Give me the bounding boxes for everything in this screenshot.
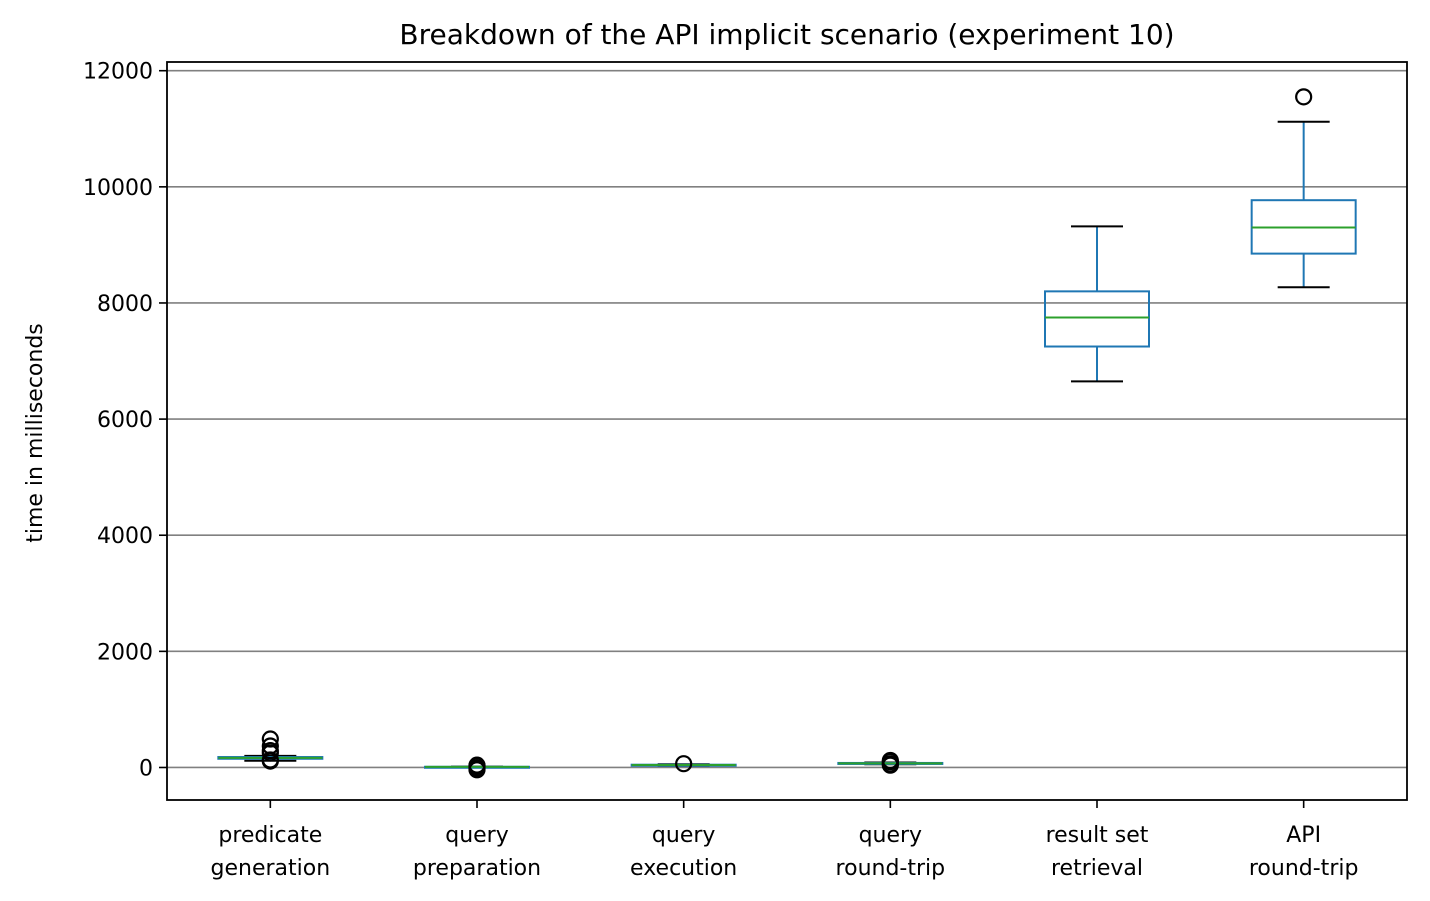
y-tick-label: 8000 <box>97 292 153 317</box>
x-tick-label: query <box>652 823 716 848</box>
box-iqr <box>1044 290 1150 348</box>
y-tick-label: 4000 <box>97 524 153 549</box>
outlier-point <box>261 730 279 748</box>
y-tick-label: 10000 <box>83 176 153 201</box>
plot-frame <box>166 61 1408 801</box>
x-tick-label: query <box>859 823 923 848</box>
x-tick-label: result set <box>1046 823 1149 848</box>
outlier-point <box>261 742 279 760</box>
chart-title: Breakdown of the API implicit scenario (… <box>399 18 1174 51</box>
x-tick-label: execution <box>630 856 737 881</box>
outlier-point <box>1295 88 1313 106</box>
x-tick-label: query <box>445 823 509 848</box>
y-tick-label: 6000 <box>97 408 153 433</box>
outlier-point <box>468 756 486 774</box>
outlier-point <box>881 751 899 770</box>
y-tick-label: 0 <box>139 756 153 781</box>
x-tick-label: round-trip <box>836 856 946 881</box>
y-tick-label: 12000 <box>83 60 153 85</box>
plot-area: 0 2000 4000 6000 8000 10000 12000 predicate gene… <box>83 60 1408 881</box>
x-tick-label: generation <box>211 856 331 881</box>
x-tick-label: retrieval <box>1051 856 1143 881</box>
x-tick-label: preparation <box>413 856 541 881</box>
outlier-point <box>675 755 693 773</box>
outlier-point <box>261 737 279 755</box>
y-axis-label: time in milliseconds <box>23 323 48 543</box>
y-tick-label: 2000 <box>97 640 153 665</box>
x-tick-label: round-trip <box>1249 856 1359 881</box>
x-tick-label: predicate <box>218 823 322 848</box>
x-tick-label: API <box>1286 823 1321 848</box>
